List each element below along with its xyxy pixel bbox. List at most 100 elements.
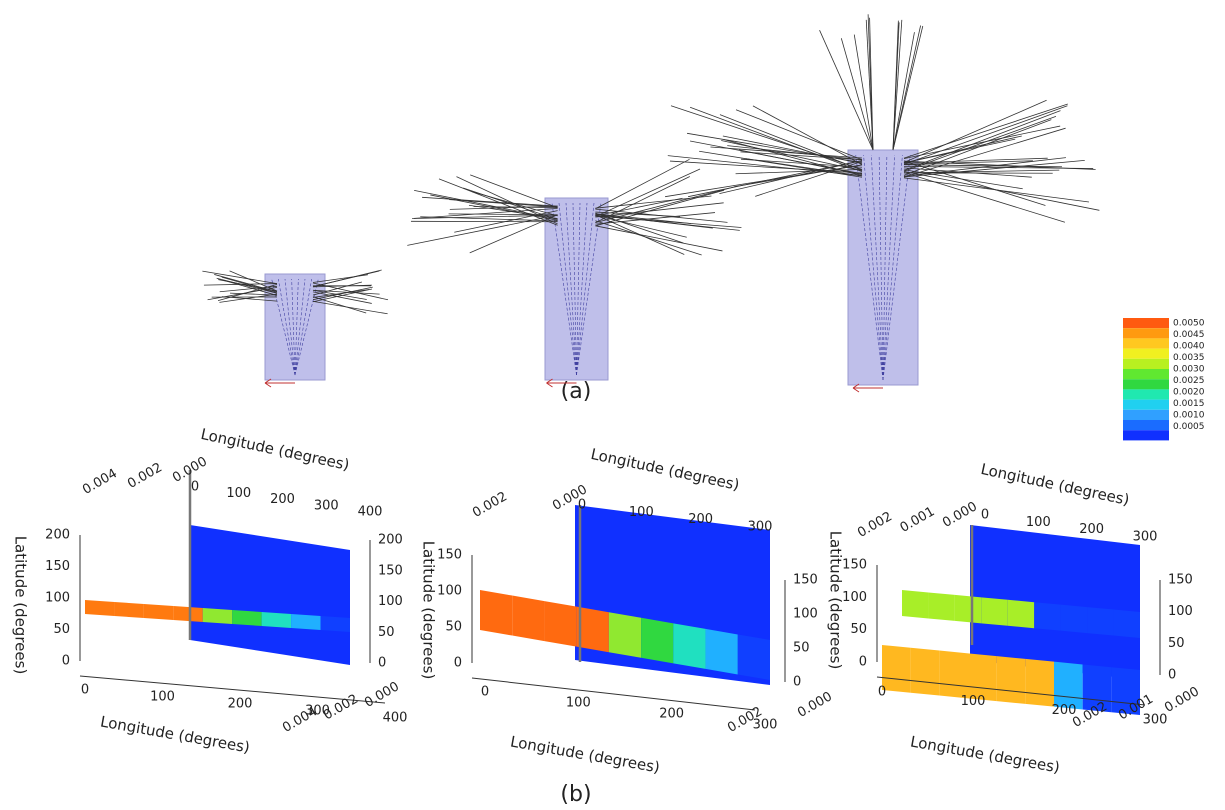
- colorbar-swatch: [1123, 379, 1169, 389]
- colorbar-label: 0.0030: [1173, 365, 1205, 375]
- axis-label: Longitude (degrees): [99, 712, 251, 756]
- surface-slab: [939, 651, 968, 699]
- ray: [893, 22, 899, 150]
- axis-label: Longitude (degrees): [979, 460, 1131, 509]
- tick-label: 100: [842, 590, 867, 605]
- tick-label: 150: [437, 548, 462, 563]
- tick-label: 50: [793, 641, 810, 656]
- tick-label: 100: [1026, 515, 1051, 530]
- surface-slab: [955, 595, 981, 623]
- colorbar-swatch: [1123, 328, 1169, 338]
- surface-slab: [1087, 607, 1113, 635]
- ray: [820, 30, 873, 150]
- axis-label: Longitude (degrees): [909, 732, 1061, 776]
- tick-label: 0: [454, 656, 462, 671]
- ray: [407, 215, 557, 245]
- surface-slab: [609, 612, 641, 658]
- tick-label: 300: [1143, 713, 1168, 728]
- colorbar-label: 0.0020: [1173, 388, 1205, 398]
- ray: [904, 111, 1060, 171]
- tick-label: 50: [1168, 636, 1185, 651]
- tick-label: 0.001: [898, 504, 938, 536]
- surface-slab: [911, 648, 940, 696]
- tick-label: 150: [378, 563, 403, 578]
- ray: [595, 159, 689, 208]
- colorbar-swatch: [1123, 369, 1169, 379]
- tick-label: 0: [81, 683, 89, 698]
- tick-label: 50: [378, 625, 395, 640]
- tick-label: 0: [191, 480, 199, 495]
- tick-label: 100: [226, 486, 251, 501]
- colorbar-swatch: [1123, 318, 1169, 328]
- tick-label: 0: [578, 498, 586, 513]
- colorbar-label: 0.0035: [1173, 353, 1205, 363]
- tick-label: 0.004: [80, 466, 120, 498]
- tick-label: 150: [1168, 573, 1193, 588]
- tick-label: 100: [1168, 604, 1193, 619]
- tick-label: 0: [793, 675, 801, 690]
- surface-slab: [882, 645, 911, 693]
- tick-label: 0.002: [470, 489, 510, 521]
- surface-slab: [291, 614, 320, 630]
- tick-label: 0.002: [855, 509, 895, 541]
- surface-slab: [1008, 600, 1034, 628]
- axis-label: Latitude (degrees): [420, 541, 438, 680]
- surface-slab: [577, 607, 609, 653]
- tick-label: 50: [53, 622, 70, 637]
- surface-slab: [1061, 605, 1087, 633]
- tick-label: 0.000: [1162, 684, 1202, 716]
- ray: [904, 170, 1059, 173]
- axis-label: Latitude (degrees): [12, 536, 30, 675]
- surface-slab: [1114, 610, 1140, 638]
- tick-label: 100: [566, 696, 591, 711]
- tick-label: 0.000: [795, 689, 835, 721]
- tick-label: 0: [981, 508, 989, 523]
- panel-label: (b): [560, 782, 591, 807]
- surface-slab: [1034, 602, 1060, 630]
- tick-label: 150: [45, 559, 70, 574]
- ray: [463, 188, 557, 219]
- tick-label: 200: [270, 492, 295, 507]
- ray: [904, 104, 1068, 158]
- tick-label: 300: [1133, 530, 1158, 545]
- colorbar-swatch: [1123, 410, 1169, 420]
- colorbar-label: 0.0005: [1173, 422, 1205, 432]
- colorbar-label: 0.0025: [1173, 376, 1205, 386]
- tick-label: 0.000: [362, 679, 402, 711]
- tick-label: 200: [378, 533, 403, 548]
- tick-label: 200: [659, 707, 684, 722]
- axis-label: Longitude (degrees): [199, 425, 351, 474]
- tick-label: 100: [629, 505, 654, 520]
- surface-slab: [173, 606, 202, 622]
- colorbar-swatch: [1123, 359, 1169, 369]
- ray: [665, 165, 862, 197]
- surface-slab: [232, 610, 261, 626]
- tick-label: 50: [850, 622, 867, 637]
- tick-label: 200: [45, 528, 70, 543]
- tick-label: 0.002: [321, 692, 361, 724]
- tick-label: 150: [793, 573, 818, 588]
- tick-label: 200: [688, 512, 713, 527]
- ray: [671, 106, 862, 170]
- ray: [904, 172, 1065, 222]
- tick-label: 150: [842, 558, 867, 573]
- ray: [904, 116, 1056, 171]
- tick-label: 400: [383, 711, 408, 726]
- tick-label: 0: [859, 655, 867, 670]
- surface-slab: [480, 590, 512, 636]
- tick-label: 0: [878, 685, 886, 700]
- colorbar-swatch: [1123, 430, 1169, 440]
- surface-slab: [262, 612, 291, 628]
- tick-label: 50: [445, 620, 462, 635]
- surface-slab: [85, 600, 114, 616]
- page: html,body{margin:0;padding:0;background:…: [0, 0, 1225, 810]
- tick-label: 400: [358, 505, 383, 520]
- tick-label: 300: [314, 498, 339, 513]
- tick-label: 200: [228, 697, 253, 712]
- ray: [904, 100, 1047, 162]
- colorbar-label: 0.0045: [1173, 330, 1205, 340]
- colorbar-swatch: [1123, 349, 1169, 359]
- surface-slab: [928, 592, 954, 620]
- ray: [595, 226, 722, 251]
- tick-label: 0: [1168, 668, 1176, 683]
